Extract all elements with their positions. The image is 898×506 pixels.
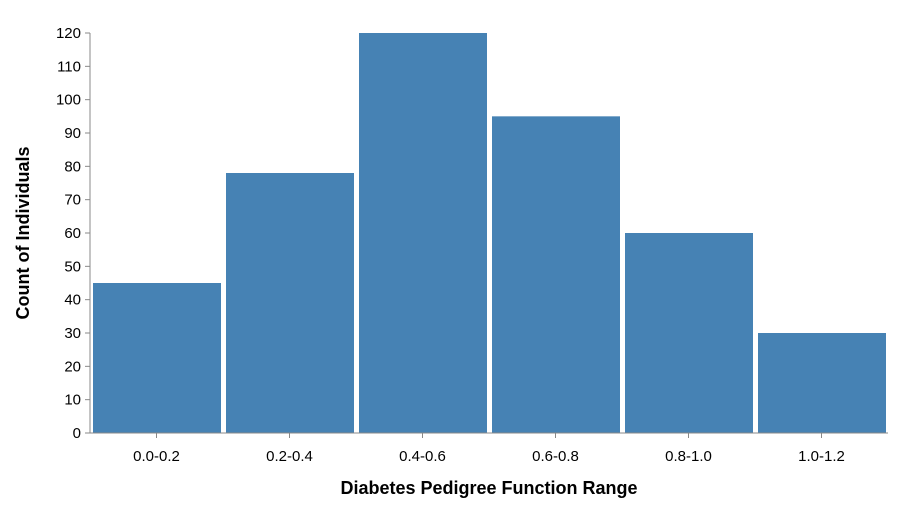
y-tick-label: 50 bbox=[64, 258, 81, 275]
bar-0.4-0.6 bbox=[359, 33, 487, 433]
y-tick-label: 30 bbox=[64, 325, 81, 342]
x-tick-label: 0.6-0.8 bbox=[532, 448, 579, 465]
x-tick-label: 0.2-0.4 bbox=[266, 448, 313, 465]
bar-0.0-0.2 bbox=[93, 283, 221, 433]
bar-1.0-1.2 bbox=[758, 333, 886, 433]
y-tick-label: 10 bbox=[64, 392, 81, 409]
x-tick-label: 0.4-0.6 bbox=[399, 448, 446, 465]
x-tick-label: 0.0-0.2 bbox=[133, 448, 180, 465]
x-tick-label: 0.8-1.0 bbox=[665, 448, 712, 465]
bar-0.2-0.4 bbox=[226, 173, 354, 433]
y-tick-label: 100 bbox=[56, 92, 81, 109]
y-tick-label: 20 bbox=[64, 358, 81, 375]
x-axis-title: Diabetes Pedigree Function Range bbox=[340, 478, 637, 498]
y-axis-title: Count of Individuals bbox=[13, 147, 33, 320]
x-tick-label: 1.0-1.2 bbox=[798, 448, 845, 465]
y-tick-label: 120 bbox=[56, 25, 81, 42]
bar-0.8-1.0 bbox=[625, 233, 753, 433]
bars bbox=[93, 33, 886, 433]
y-tick-label: 110 bbox=[57, 58, 81, 75]
y-tick-label: 40 bbox=[64, 292, 81, 309]
y-tick-label: 70 bbox=[64, 192, 81, 209]
bar-0.6-0.8 bbox=[492, 116, 620, 433]
x-axis-ticks: 0.0-0.2 0.2-0.4 0.4-0.6 0.6-0.8 0.8-1.0 1.0-1… bbox=[133, 433, 845, 465]
y-tick-label: 0 bbox=[73, 425, 81, 442]
y-axis-ticks: 0 10 20 30 40 50 60 70 80 90 100 110 120 bbox=[56, 25, 90, 442]
y-tick-label: 60 bbox=[64, 225, 81, 242]
y-tick-label: 80 bbox=[64, 158, 81, 175]
y-tick-label: 90 bbox=[64, 125, 81, 142]
